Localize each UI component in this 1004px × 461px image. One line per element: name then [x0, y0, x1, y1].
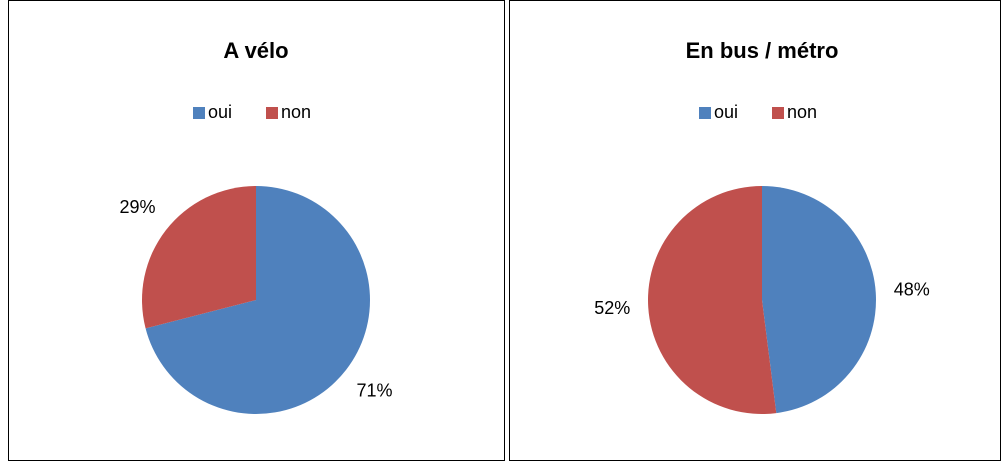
- data-label: 48%: [894, 279, 930, 299]
- legend-label: oui: [208, 102, 232, 122]
- legend-label: non: [787, 102, 817, 122]
- data-label: 71%: [357, 381, 393, 401]
- legend-swatch: [699, 107, 711, 119]
- legend-label: oui: [714, 102, 738, 122]
- pie-slice: [762, 186, 876, 414]
- data-label: 52%: [594, 298, 630, 318]
- legend-swatch: [193, 107, 205, 119]
- legend-swatch: [772, 107, 784, 119]
- legend-label: non: [281, 102, 311, 122]
- data-label: 29%: [119, 197, 155, 217]
- chart-title: En bus / métro: [686, 38, 839, 63]
- pie-slice: [145, 186, 370, 415]
- chart-title: A vélo: [223, 38, 288, 63]
- pie-slice: [648, 186, 777, 414]
- pie-slice: [141, 186, 256, 329]
- legend-swatch: [266, 107, 278, 119]
